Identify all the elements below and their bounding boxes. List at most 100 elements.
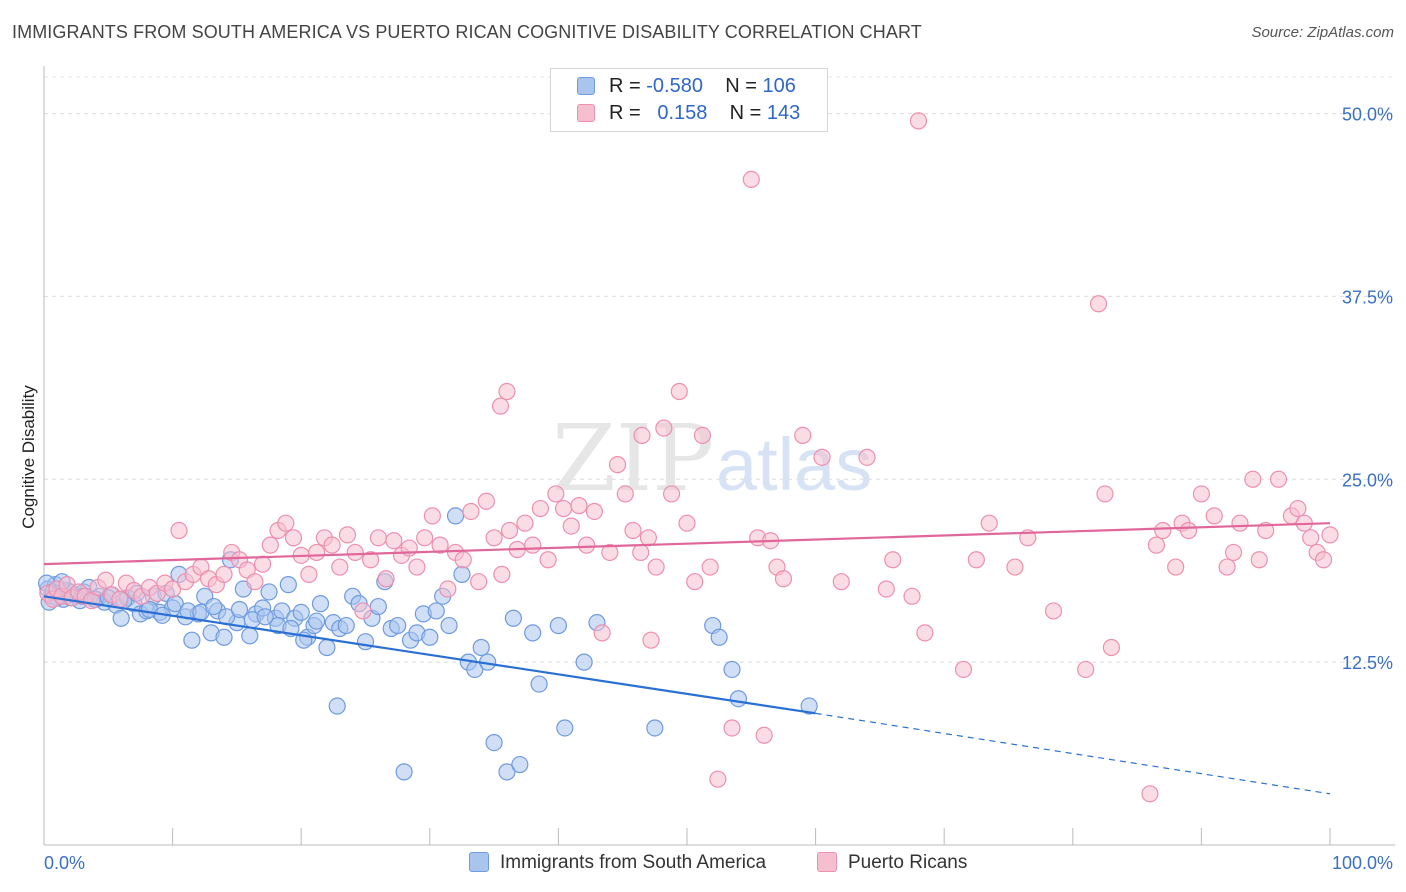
point-puerto-ricans: [632, 543, 650, 562]
point-puerto-ricans: [832, 573, 850, 591]
point-puerto-ricans: [884, 551, 902, 569]
point-south-america: [421, 628, 439, 646]
point-puerto-ricans: [431, 536, 449, 554]
point-puerto-ricans: [362, 551, 380, 569]
point-puerto-ricans: [300, 565, 318, 583]
point-puerto-ricans: [1321, 526, 1339, 544]
point-puerto-ricans: [547, 485, 565, 503]
point-south-america: [710, 628, 728, 646]
point-puerto-ricans: [593, 624, 611, 642]
point-south-america: [256, 608, 274, 626]
point-puerto-ricans: [516, 514, 534, 532]
legend-r-value-pink: 0.158: [657, 102, 708, 124]
point-puerto-ricans: [284, 529, 303, 547]
point-puerto-ricans: [616, 485, 634, 503]
y-axis-label: Cognitive Disability: [19, 385, 38, 529]
point-puerto-ricans: [693, 426, 712, 444]
point-south-america: [205, 597, 223, 616]
point-south-america: [260, 583, 278, 601]
legend-r-label: R =: [609, 102, 641, 124]
point-south-america: [646, 719, 664, 737]
trend-lines: [43, 522, 1331, 795]
point-puerto-ricans: [498, 382, 516, 401]
point-puerto-ricans: [246, 573, 264, 591]
point-puerto-ricans: [1231, 514, 1249, 532]
point-puerto-ricans: [639, 529, 658, 547]
point-puerto-ricans: [308, 543, 326, 562]
legend-n-value-blue: 106: [762, 75, 796, 97]
point-puerto-ricans: [1289, 499, 1307, 518]
point-puerto-ricans: [1141, 785, 1159, 803]
watermark-atlas: atlas: [716, 423, 872, 506]
point-south-america: [389, 616, 407, 635]
point-puerto-ricans: [554, 499, 573, 518]
point-puerto-ricans: [1154, 521, 1172, 540]
point-puerto-ricans: [254, 555, 272, 573]
point-puerto-ricans: [1244, 470, 1262, 488]
point-puerto-ricans: [1314, 551, 1333, 569]
bottom-legend-label-pink: Puerto Ricans: [848, 852, 968, 873]
point-puerto-ricans: [408, 558, 426, 576]
bottom-legend-swatch-pink: [817, 852, 837, 872]
point-puerto-ricans: [377, 570, 395, 588]
point-puerto-ricans: [170, 521, 188, 540]
point-puerto-ricans: [477, 492, 495, 510]
point-south-america: [504, 609, 522, 627]
point-puerto-ricans: [570, 497, 588, 515]
point-puerto-ricans: [423, 507, 441, 525]
point-puerto-ricans: [916, 624, 934, 642]
point-puerto-ricans: [1089, 295, 1108, 313]
legend-n-value-pink: 143: [766, 102, 801, 124]
point-puerto-ricans: [1147, 536, 1165, 554]
point-puerto-ricans: [647, 558, 665, 576]
trend-line-pink: [43, 522, 1331, 566]
point-puerto-ricans: [261, 536, 279, 554]
point-puerto-ricans: [980, 514, 998, 532]
point-puerto-ricans: [462, 502, 480, 521]
point-puerto-ricans: [1224, 543, 1243, 562]
legend-row-pink: R = 0.158 N = 143: [609, 102, 800, 125]
point-south-america: [230, 600, 249, 619]
point-puerto-ricans: [601, 543, 619, 562]
point-puerto-ricans: [531, 499, 549, 518]
legend-swatch-blue: [577, 77, 595, 95]
legend-n-label: N =: [725, 75, 757, 97]
point-puerto-ricans: [670, 382, 688, 401]
point-puerto-ricans: [608, 456, 627, 474]
point-puerto-ricans: [624, 521, 642, 540]
point-south-america: [549, 616, 568, 635]
point-puerto-ricans: [331, 558, 349, 576]
point-south-america: [215, 628, 233, 646]
point-puerto-ricans: [633, 426, 651, 444]
y-tick-label: 37.5%: [1342, 287, 1393, 307]
point-south-america: [530, 675, 548, 693]
point-south-america: [318, 638, 336, 657]
point-puerto-ricans: [723, 719, 741, 737]
point-puerto-ricans: [164, 580, 182, 598]
legend-box: R = -0.580 N = 106 R = 0.158 N = 143: [550, 68, 828, 132]
x-tick-label-max: 100.0%: [1332, 853, 1393, 873]
point-puerto-ricans: [1250, 551, 1268, 569]
point-puerto-ricans: [416, 529, 434, 547]
point-south-america: [328, 697, 346, 715]
point-south-america: [427, 602, 445, 620]
point-puerto-ricans: [709, 770, 727, 788]
point-south-america: [723, 660, 741, 679]
point-south-america: [112, 609, 130, 627]
point-puerto-ricans: [369, 529, 387, 547]
point-south-america: [395, 763, 413, 781]
bottom-legend-label-blue: Immigrants from South America: [500, 852, 767, 873]
point-puerto-ricans: [1257, 521, 1275, 540]
point-puerto-ricans: [1179, 521, 1198, 540]
point-puerto-ricans: [655, 419, 673, 437]
point-puerto-ricans: [524, 536, 542, 554]
point-south-america: [279, 576, 297, 594]
point-puerto-ricans: [678, 514, 696, 532]
trend-line-blue-dashed: [815, 712, 1331, 795]
trend-line-blue: [43, 595, 816, 715]
point-puerto-ricans: [485, 529, 503, 547]
point-puerto-ricans: [1192, 485, 1211, 503]
point-puerto-ricans: [1167, 558, 1185, 576]
point-south-america: [498, 763, 516, 781]
